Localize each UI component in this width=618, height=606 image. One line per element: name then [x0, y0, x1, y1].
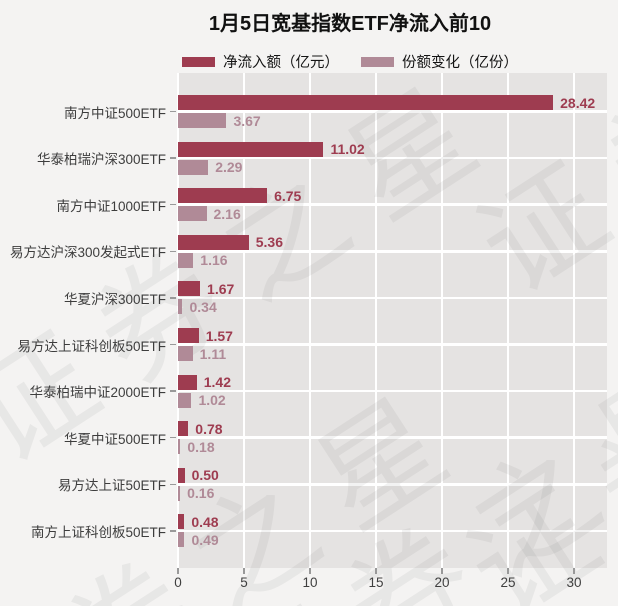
category-label: 易方达沪深300发起式ETF [9, 245, 166, 261]
x-tick [177, 568, 179, 574]
gridline-horizontal [178, 203, 607, 206]
gridline-horizontal [178, 343, 607, 346]
bar-inflow [178, 95, 554, 110]
bar-share [178, 392, 192, 408]
x-tick-label: 25 [500, 575, 516, 590]
x-tick [375, 568, 377, 574]
bar-share [178, 113, 227, 128]
bar-share [178, 439, 181, 455]
gridline-horizontal [178, 156, 607, 160]
value-label-share: 1.11 [199, 345, 227, 362]
y-tick [170, 110, 176, 113]
y-tick [170, 530, 176, 532]
value-label-share: 0.16 [187, 485, 215, 502]
category-label: 南方中证500ETF [63, 105, 166, 121]
gridline-vertical [507, 73, 509, 568]
category-label: 华泰柏瑞中证2000ETF [29, 385, 166, 401]
bar-inflow [178, 234, 249, 250]
gridline-horizontal [178, 483, 607, 486]
value-label-inflow: 28.42 [560, 94, 596, 111]
y-tick [170, 436, 176, 439]
value-label-inflow: 0.48 [191, 513, 219, 530]
x-tick [309, 568, 311, 574]
value-label-share: 1.02 [198, 392, 226, 409]
legend: 净流入额（亿元） 份额变化（亿份） [182, 51, 540, 72]
gridline-horizontal [178, 389, 607, 393]
y-tick [170, 250, 176, 253]
x-tick [441, 568, 443, 574]
bar-inflow [178, 281, 201, 297]
gridline-vertical [573, 73, 575, 568]
bar-share [178, 346, 193, 361]
chart-title: 1月5日宽基指数ETF净流入前10 [208, 13, 492, 35]
category-label: 南方中证1000ETF [56, 198, 166, 214]
bar-inflow [178, 141, 324, 157]
bar-share [178, 485, 181, 501]
category-label: 华夏中证500ETF [63, 431, 166, 447]
plot-area: 28.42 3.67 11.02 2.29 6.75 2.16 5.36 1.16 1.67 0.… [177, 73, 607, 568]
x-tick-label: 5 [240, 575, 248, 590]
bar-share [178, 252, 194, 268]
x-tick-label: 30 [566, 575, 582, 590]
gridline-horizontal [178, 436, 607, 439]
gridline-horizontal [178, 296, 607, 300]
bar-inflow [178, 467, 185, 483]
gridline-horizontal [178, 250, 607, 253]
y-tick [170, 483, 176, 486]
bar-share [178, 532, 185, 548]
category-label: 南方上证科创板50ETF [30, 524, 166, 540]
value-label-share: 2.29 [215, 159, 243, 176]
y-tick [170, 157, 176, 159]
value-label-inflow: 11.02 [330, 141, 365, 158]
y-tick [170, 343, 176, 346]
value-label-share: 1.16 [200, 252, 228, 269]
legend-swatch-inflow [182, 56, 215, 67]
bar-inflow [178, 188, 268, 204]
x-tick [243, 568, 245, 574]
legend-label-share: 份额变化（亿份） [402, 55, 518, 71]
value-label-inflow: 0.50 [191, 467, 219, 484]
gridline-vertical [309, 73, 311, 568]
category-label: 易方达上证50ETF [57, 478, 166, 494]
bar-inflow [178, 328, 199, 343]
bar-inflow [178, 421, 189, 437]
x-tick-label: 10 [302, 575, 318, 590]
bar-share [178, 159, 209, 175]
legend-swatch-share [361, 56, 394, 67]
gridline-horizontal [178, 529, 607, 533]
value-label-share: 0.34 [189, 298, 217, 315]
x-tick-label: 15 [368, 575, 384, 590]
gridline-vertical [177, 73, 179, 568]
value-label-share: 0.18 [187, 438, 215, 455]
value-label-inflow: 1.42 [203, 374, 231, 391]
x-tick-label: 0 [174, 575, 182, 590]
value-label-inflow: 6.75 [274, 187, 302, 204]
value-label-share: 2.16 [213, 205, 241, 222]
value-label-share: 0.49 [191, 531, 219, 548]
bar-inflow [178, 374, 197, 390]
x-tick [507, 568, 509, 574]
y-tick [170, 390, 176, 392]
value-label-inflow: 0.78 [195, 420, 223, 437]
gridline-vertical [243, 73, 245, 568]
category-label: 华夏沪深300ETF [63, 291, 166, 307]
category-label: 华泰柏瑞沪深300ETF [36, 152, 166, 168]
y-tick [170, 297, 176, 299]
value-label-share: 3.67 [233, 112, 261, 129]
value-label-inflow: 1.57 [205, 327, 233, 344]
bar-share [178, 206, 207, 222]
value-label-inflow: 5.36 [255, 234, 283, 251]
bar-share [178, 299, 183, 315]
legend-label-inflow: 净流入额（亿元） [223, 55, 339, 71]
value-label-inflow: 1.67 [207, 280, 235, 297]
gridline-horizontal [178, 110, 607, 113]
y-tick [170, 203, 176, 206]
bar-inflow [178, 514, 185, 530]
x-tick-label: 20 [434, 575, 450, 590]
x-tick [573, 568, 575, 574]
category-label: 易方达上证科创板50ETF [17, 338, 166, 354]
gridline-vertical [375, 73, 377, 568]
gridline-vertical [441, 73, 443, 568]
